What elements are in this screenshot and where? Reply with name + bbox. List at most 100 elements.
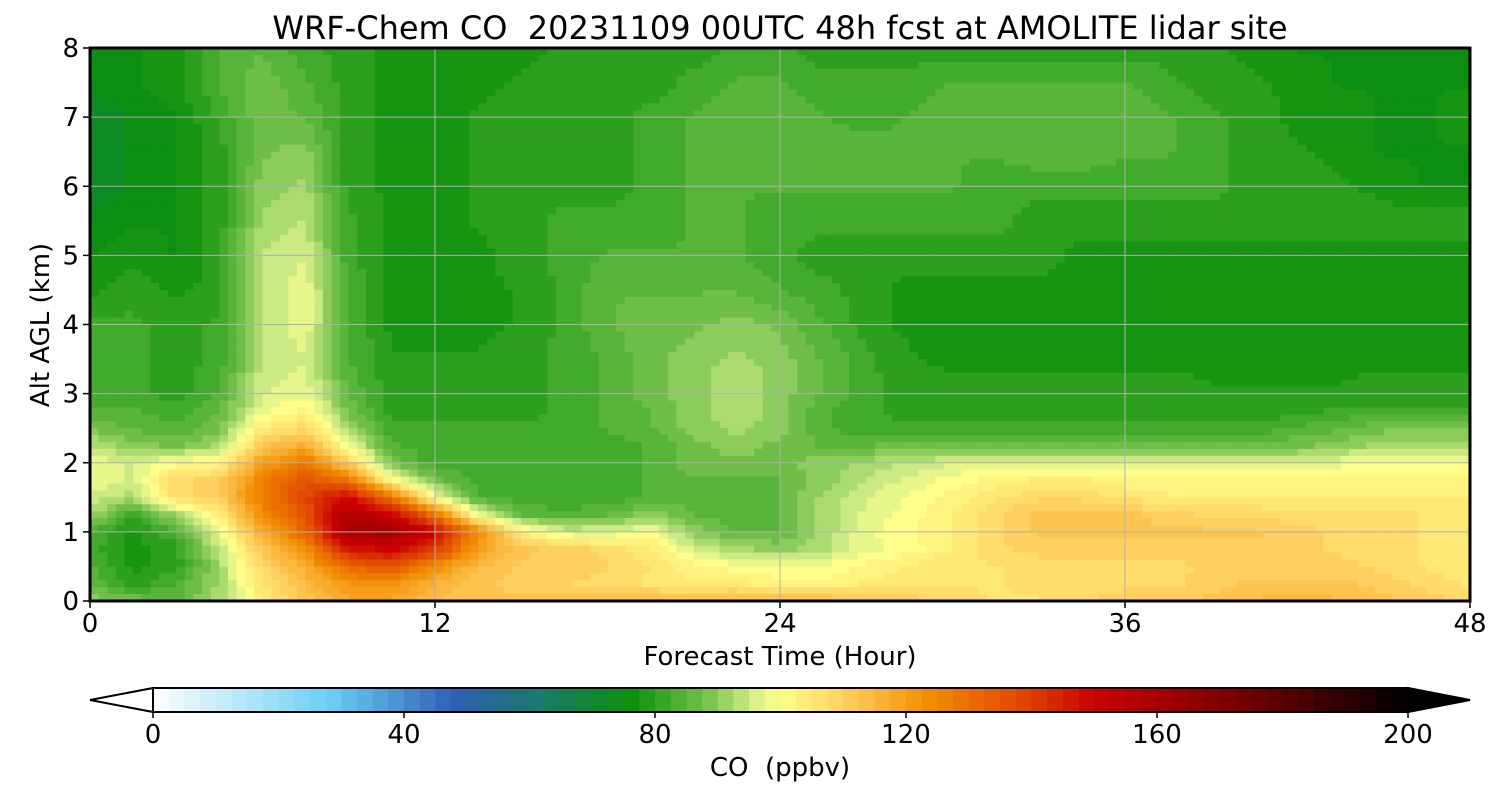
- heatmap-cell: [1004, 96, 1014, 104]
- heatmap-cell: [1280, 68, 1290, 77]
- heatmap-cell: [1030, 110, 1040, 118]
- heatmap-cell: [366, 234, 376, 243]
- heatmap-cell: [1323, 117, 1333, 125]
- heatmap-cell: [460, 124, 471, 132]
- heatmap-cell: [262, 248, 272, 256]
- heatmap-cell: [616, 144, 626, 153]
- heatmap-cell: [400, 262, 410, 270]
- heatmap-cell: [857, 234, 867, 243]
- heatmap-cell: [133, 54, 143, 63]
- heatmap-cell: [1030, 206, 1040, 215]
- heatmap-cell: [909, 75, 919, 84]
- heatmap-cell: [1409, 130, 1419, 139]
- heatmap-cell: [1176, 82, 1186, 91]
- heatmap-cell: [1349, 241, 1359, 250]
- heatmap-cell: [728, 151, 738, 160]
- heatmap-cell: [1392, 227, 1402, 236]
- heatmap-cell: [1409, 68, 1419, 77]
- heatmap-cell: [719, 158, 729, 167]
- heatmap-cell: [1168, 172, 1178, 180]
- heatmap-cell: [331, 75, 341, 84]
- heatmap-cell: [573, 241, 583, 250]
- heatmap-cell: [780, 234, 790, 243]
- heatmap-cell: [1263, 158, 1273, 167]
- heatmap-cell: [598, 172, 609, 180]
- heatmap-cell: [486, 137, 496, 146]
- heatmap-cell: [435, 248, 445, 256]
- heatmap-cell: [1004, 158, 1014, 167]
- heatmap-cell: [167, 96, 177, 104]
- heatmap-cell: [452, 193, 462, 201]
- heatmap-cell: [1314, 137, 1324, 146]
- heatmap-cell: [1340, 48, 1350, 56]
- heatmap-cell: [529, 255, 540, 263]
- heatmap-cell: [555, 137, 565, 146]
- heatmap-cell: [1150, 206, 1161, 215]
- heatmap-cell: [823, 54, 833, 63]
- heatmap-cell: [314, 151, 324, 160]
- heatmap-cell: [607, 130, 617, 139]
- heatmap-cell: [1185, 234, 1195, 243]
- heatmap-cell: [788, 96, 798, 104]
- heatmap-cell: [1219, 248, 1230, 256]
- heatmap-cell: [150, 124, 160, 132]
- heatmap-cell: [383, 179, 393, 187]
- heatmap-cell: [391, 61, 402, 70]
- heatmap-cell: [236, 172, 246, 180]
- heatmap-cell: [581, 179, 591, 187]
- heatmap-cell: [711, 248, 721, 256]
- heatmap-cell: [952, 158, 962, 167]
- heatmap-cell: [814, 117, 824, 125]
- heatmap-cell: [391, 227, 402, 236]
- heatmap-cell: [1375, 255, 1385, 263]
- heatmap-cell: [719, 206, 729, 215]
- heatmap-cell: [1150, 68, 1161, 77]
- heatmap-cell: [124, 130, 134, 139]
- heatmap-cell: [486, 165, 496, 174]
- heatmap-cell: [719, 193, 729, 201]
- heatmap-cell: [987, 220, 997, 229]
- heatmap-cell: [253, 206, 264, 215]
- heatmap-cell: [1323, 241, 1333, 250]
- heatmap-cell: [141, 234, 151, 243]
- heatmap-cell: [1159, 186, 1169, 194]
- heatmap-cell: [150, 234, 160, 243]
- heatmap-cell: [1401, 54, 1411, 63]
- heatmap-cell: [719, 255, 729, 263]
- heatmap-cell: [969, 117, 979, 125]
- heatmap-cell: [693, 172, 703, 180]
- heatmap-cell: [426, 48, 436, 56]
- heatmap-cell: [1271, 213, 1281, 222]
- heatmap-cell: [1237, 89, 1247, 97]
- heatmap-cell: [184, 220, 195, 229]
- heatmap-cell: [762, 255, 772, 263]
- heatmap-cell: [400, 144, 410, 153]
- heatmap-cell: [1185, 248, 1195, 256]
- heatmap-cell: [228, 124, 238, 132]
- heatmap-cell: [1349, 172, 1359, 180]
- heatmap-cell: [667, 61, 678, 70]
- heatmap-cell: [728, 117, 738, 125]
- heatmap-cell: [969, 255, 979, 263]
- heatmap-cell: [150, 158, 160, 167]
- heatmap-cell: [529, 200, 540, 208]
- heatmap-cell: [926, 200, 936, 208]
- heatmap-cell: [1107, 193, 1117, 201]
- heatmap-cell: [935, 103, 945, 111]
- heatmap-cell: [642, 248, 652, 256]
- heatmap-cell: [435, 193, 445, 201]
- heatmap-cell: [797, 124, 807, 132]
- heatmap-cell: [1185, 54, 1195, 63]
- heatmap-cell: [124, 255, 134, 263]
- heatmap-cell: [633, 151, 643, 160]
- heatmap-cell: [1012, 200, 1023, 208]
- heatmap-cell: [1263, 130, 1273, 139]
- heatmap-cell: [1444, 179, 1454, 187]
- heatmap-cell: [1444, 241, 1454, 250]
- heatmap-cell: [288, 130, 298, 139]
- heatmap-cell: [693, 61, 703, 70]
- heatmap-cell: [460, 117, 471, 125]
- heatmap-cell: [409, 151, 419, 160]
- heatmap-cell: [866, 68, 876, 77]
- heatmap-cell: [228, 89, 238, 97]
